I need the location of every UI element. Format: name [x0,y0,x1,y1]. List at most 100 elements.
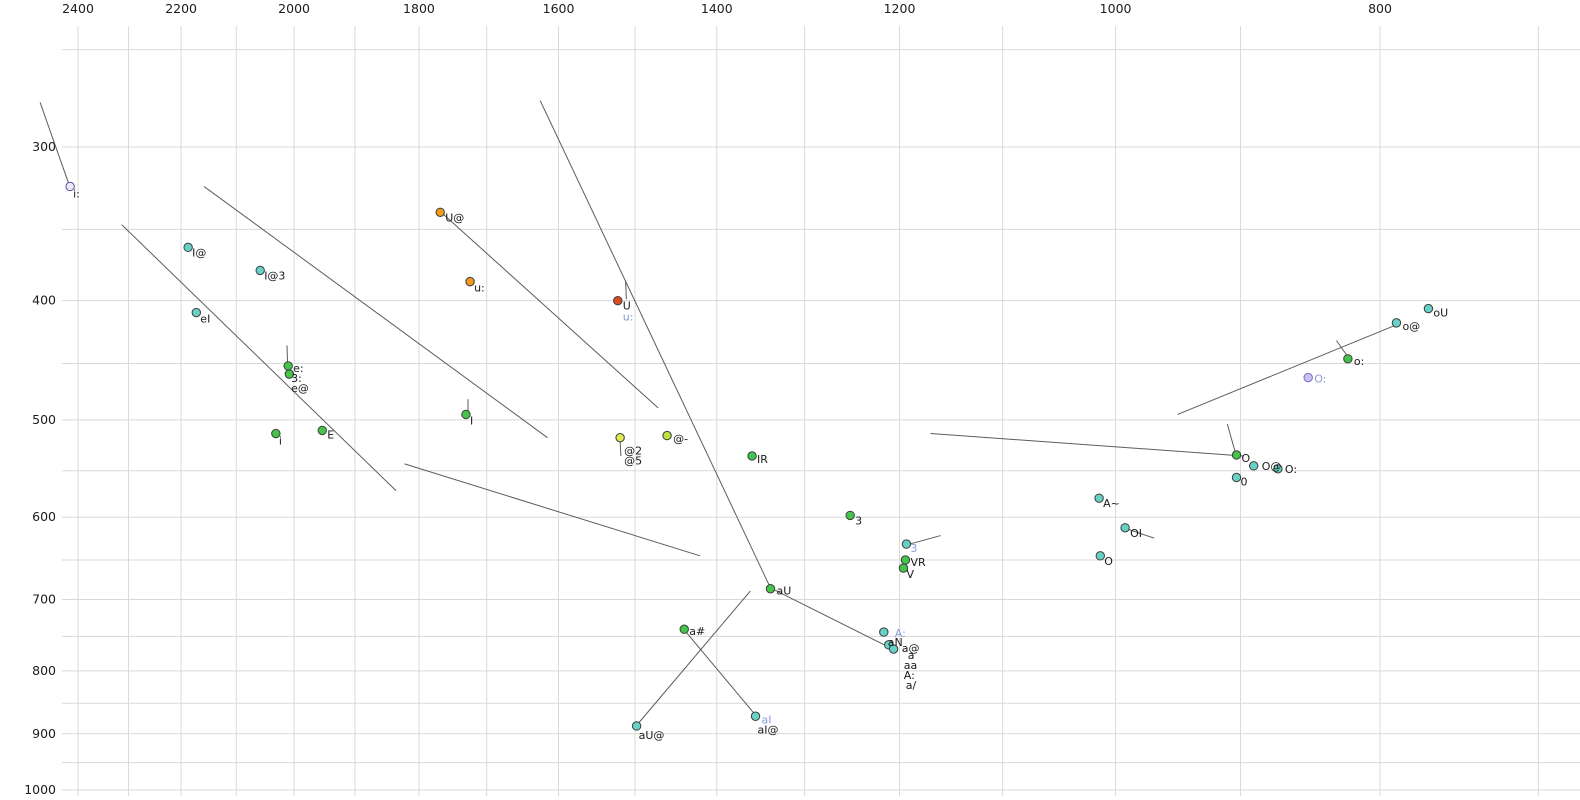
trajectory-line [906,535,941,546]
x-tick-label: 2400 [62,1,94,16]
point-label-a: a/ [906,679,917,692]
point-label-5: @5 [624,455,642,468]
data-point-ou[interactable] [1423,303,1434,314]
point-label-o: o: [1354,355,1364,368]
point-label-o: o@ [1402,320,1420,333]
trajectory-line [442,213,659,409]
point-label-ou: oU [1433,307,1448,320]
data-point-o-at[interactable] [1248,461,1259,471]
trajectory-line [39,102,70,185]
data-point-o[interactable] [1231,450,1242,460]
data-point-three-a[interactable] [845,510,855,521]
y-tick-label: 500 [32,412,56,427]
data-point-i[interactable] [461,409,471,420]
data-point-o-at[interactable] [1391,318,1402,328]
trajectory-line [404,463,701,557]
point-label-e: E [327,428,334,441]
data-point-au[interactable] [765,584,776,594]
data-point-i[interactable] [271,428,281,439]
trajectory-line [1126,528,1155,539]
data-point-i-long[interactable] [65,181,75,192]
x-tick-label: 2000 [278,1,310,16]
point-label-pt: @- [673,433,688,446]
point-label-ai: aI@ [758,723,779,736]
data-point-o-long-2[interactable] [1303,372,1313,383]
data-point-a-cluster[interactable] [879,627,889,637]
data-point-a-nasal[interactable] [1094,493,1104,503]
data-point-au-at[interactable] [631,721,642,731]
y-tick-label: 700 [32,592,56,607]
data-point-u[interactable] [613,295,623,306]
x-tick-label: 1800 [403,1,435,16]
point-label-i: i: [73,187,80,200]
point-label-a: A: [904,669,915,682]
data-point-ai-at[interactable] [750,711,761,721]
trajectory-line [930,433,1244,457]
point-label-a: a# [689,625,705,638]
point-label-u: U@ [445,211,464,224]
data-point-three-b[interactable] [901,539,912,549]
data-point-o-long[interactable] [1273,464,1283,474]
x-tick-label: 1000 [1100,1,1132,16]
point-label-a: A~ [1103,497,1120,510]
data-point-u-at[interactable] [435,207,445,217]
data-point-e-at[interactable] [284,369,295,379]
point-label-au: aU@ [639,729,665,742]
data-point-zero[interactable] [1231,472,1242,483]
trajectory-line [1226,423,1236,453]
point-label-i: I@ [192,246,206,259]
data-point-o-long[interactable] [1343,354,1353,364]
point-label-3: 3 [855,514,862,527]
y-tick-label: 600 [32,509,56,524]
point-label-0: 0 [1241,475,1248,488]
x-tick-label: 1400 [701,1,733,16]
point-label-ai: aI [762,713,772,726]
point-label-an: aN [888,636,903,649]
trajectory-line [683,629,756,716]
point-label-aa: aa [904,659,917,672]
point-label-o: O@ [1262,460,1282,473]
point-label-e: e@ [291,382,309,395]
point-label-vr: VR [910,556,926,569]
point-label-a: A: [895,627,906,640]
y-tick-label: 400 [32,293,56,308]
point-label-u: u: [474,282,485,295]
y-tick-label: 800 [32,663,56,678]
point-label-u: U [623,300,631,313]
point-label-e: e: [293,362,303,375]
data-point-e-long[interactable] [283,361,293,371]
x-tick-label: 1200 [884,1,916,16]
point-label-oi: OI [1130,527,1142,540]
x-tick-label: 2200 [165,1,197,16]
data-point-at-2-5[interactable] [615,432,625,443]
data-point-oi[interactable] [1120,523,1130,533]
point-label-i-3: I@3 [264,269,285,282]
data-point-at-dash[interactable] [662,430,672,441]
point-label-3: 3 [910,542,917,555]
point-label-2: @2 [624,445,642,458]
trajectory-line [1177,324,1396,415]
data-point-i-at[interactable] [183,242,193,253]
data-point-v[interactable] [898,563,909,573]
data-point-a-hash[interactable] [679,624,689,634]
point-label-a: a [908,649,915,662]
data-point-a-cluster-3[interactable] [888,644,899,654]
point-label-v: V [906,568,914,581]
y-tick-label: 300 [32,139,56,154]
data-point-vr[interactable] [900,555,911,565]
data-point-o-b[interactable] [1095,551,1105,561]
point-label-ir: IR [757,453,768,466]
data-point-ir[interactable] [747,451,757,461]
point-label-i: I [470,414,473,427]
data-point-i-at-3[interactable] [255,265,265,276]
data-point-ei[interactable] [191,307,202,318]
point-label-a: a@ [902,642,920,655]
trajectory-line [619,440,622,456]
trajectory-line [286,345,289,364]
data-point-e[interactable] [317,425,327,436]
trajectory-line [121,224,397,492]
data-point-u-long[interactable] [465,276,475,287]
y-tick-label: 900 [32,726,56,741]
